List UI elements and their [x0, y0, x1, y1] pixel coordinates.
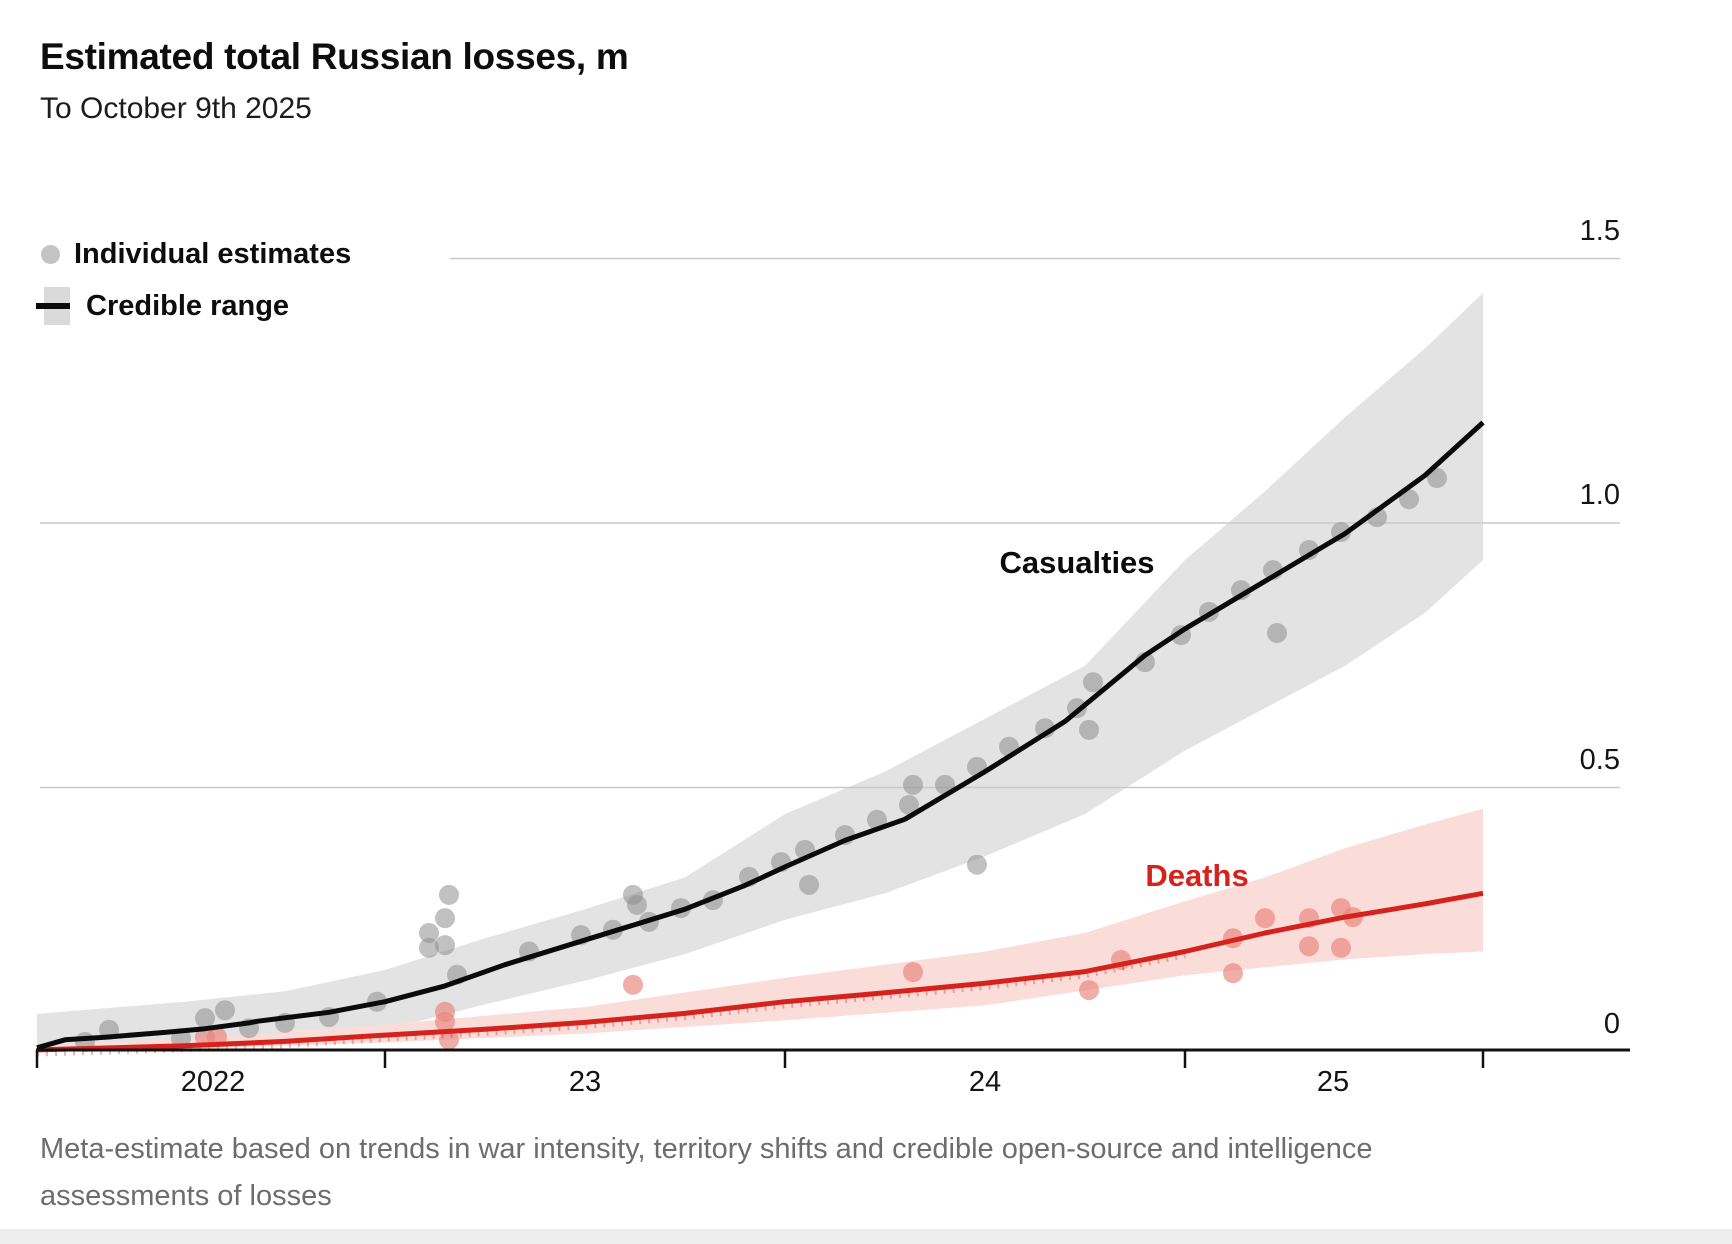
estimate-dot	[1399, 489, 1419, 510]
estimate-dot	[1299, 539, 1319, 560]
estimate-dot	[419, 937, 439, 958]
y-axis-label: 1.0	[1579, 479, 1620, 511]
legend: Individual estimates Credible range	[36, 228, 351, 332]
page-title: Estimated total Russian losses, m	[40, 36, 629, 77]
casualties-credible-band	[37, 292, 1483, 1050]
footnote: Meta-estimate based on trends in war int…	[40, 1133, 1373, 1212]
estimate-dot	[419, 922, 439, 943]
x-axis-label: 24	[968, 1066, 1002, 1098]
legend-item-individual-estimates: Individual estimates	[36, 228, 351, 280]
page-subtitle: To October 9th 2025	[40, 92, 312, 125]
deaths-line	[36, 890, 1484, 1053]
estimate-dot-red	[1299, 936, 1319, 957]
y-axis-label: 0	[1603, 1008, 1620, 1040]
estimate-dot	[435, 908, 455, 929]
bottom-edge-strip	[0, 1229, 1732, 1244]
estimate-dot-red	[1255, 908, 1275, 929]
legend-label: Credible range	[86, 289, 290, 322]
x-axis-label: 25	[1316, 1066, 1350, 1098]
estimate-dot	[627, 894, 647, 915]
credible-range-icon	[36, 283, 72, 329]
estimate-dot	[215, 1000, 235, 1021]
estimate-dot	[195, 1008, 215, 1029]
estimate-dot	[799, 874, 819, 895]
y-axis-label: 0.5	[1579, 743, 1620, 776]
estimate-dot-red	[623, 974, 643, 995]
estimate-dot	[1267, 623, 1287, 644]
casualties-line	[36, 420, 1485, 1051]
estimate-dot	[967, 854, 987, 875]
estimate-dot-red	[1223, 963, 1243, 984]
estimate-dot	[1079, 719, 1099, 740]
estimate-dot-red	[435, 1011, 455, 1032]
legend-label: Individual estimates	[74, 237, 352, 270]
estimate-dot-red	[903, 962, 923, 983]
estimate-dot	[1083, 672, 1103, 693]
deaths-series-label: Deaths	[1145, 857, 1249, 893]
casualties-series-label: Casualties	[999, 545, 1155, 581]
estimate-dot-red	[1079, 980, 1099, 1001]
x-axis-label: 2022	[180, 1066, 246, 1098]
estimate-dot	[439, 884, 459, 905]
x-axis-label: 23	[568, 1066, 602, 1098]
estimate-dot-icon	[41, 244, 60, 264]
estimate-dot	[903, 774, 923, 795]
estimate-dot	[899, 794, 919, 815]
estimate-dot	[1427, 468, 1447, 489]
estimate-dot-red	[439, 1029, 459, 1050]
estimate-dot	[435, 935, 455, 956]
y-axis-label: 1.5	[1579, 214, 1620, 247]
estimate-dot-red	[1331, 937, 1351, 958]
legend-item-credible-range: Credible range	[36, 280, 351, 332]
